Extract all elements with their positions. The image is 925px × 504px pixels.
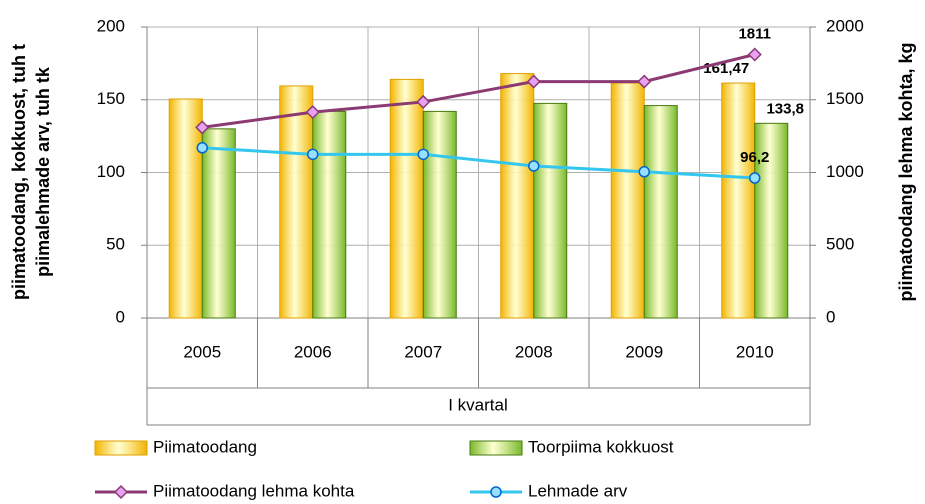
y2-tick-label: 2000 bbox=[826, 16, 864, 35]
bar bbox=[389, 78, 424, 319]
marker bbox=[417, 148, 429, 161]
marker bbox=[307, 148, 319, 161]
x-axis-title: I kvartal bbox=[448, 395, 508, 414]
y-tick-label: 50 bbox=[106, 235, 125, 254]
y-axis-title: piimalehmade arv, tuh tk bbox=[33, 66, 53, 277]
x-tick-label: 2008 bbox=[515, 342, 553, 361]
y-tick-label: 200 bbox=[97, 16, 125, 35]
y2-tick-label: 500 bbox=[826, 235, 854, 254]
y2-axis-title: piimatoodang lehma kohta, kg bbox=[896, 42, 916, 301]
value-label: 96,2 bbox=[740, 149, 769, 166]
y2-tick-label: 0 bbox=[826, 307, 835, 326]
bar bbox=[721, 82, 756, 319]
legend-label: Toorpiima kokkuost bbox=[528, 437, 674, 456]
bar bbox=[279, 85, 314, 319]
bar bbox=[533, 102, 568, 319]
bar bbox=[201, 128, 236, 319]
marker bbox=[637, 74, 652, 89]
y-tick-label: 0 bbox=[116, 307, 125, 326]
y-tick-label: 100 bbox=[97, 162, 125, 181]
legend-label: Lehmade arv bbox=[528, 481, 628, 500]
legend-swatch bbox=[94, 440, 148, 456]
marker bbox=[749, 172, 761, 184]
marker bbox=[196, 142, 208, 154]
x-tick-label: 2006 bbox=[294, 342, 332, 361]
bar bbox=[754, 122, 789, 319]
marker bbox=[528, 160, 540, 172]
bar bbox=[610, 82, 645, 319]
legend-marker bbox=[490, 486, 502, 498]
x-tick-label: 2007 bbox=[404, 342, 442, 361]
x-tick-label: 2010 bbox=[736, 342, 774, 361]
bar bbox=[168, 98, 203, 319]
bar bbox=[500, 73, 535, 319]
marker bbox=[195, 120, 210, 135]
marker bbox=[638, 166, 650, 178]
legend-label: Piimatoodang bbox=[153, 437, 257, 456]
x-tick-label: 2009 bbox=[625, 342, 663, 361]
legend-label: Piimatoodang lehma kohta bbox=[153, 481, 355, 500]
value-label: 133,8 bbox=[766, 100, 804, 117]
y2-tick-label: 1500 bbox=[826, 89, 864, 108]
legend-marker bbox=[113, 484, 129, 500]
value-label: 1811 bbox=[738, 25, 771, 42]
bar bbox=[643, 105, 678, 319]
marker bbox=[305, 105, 320, 120]
bar bbox=[312, 110, 347, 319]
line bbox=[202, 53, 756, 129]
marker bbox=[747, 47, 762, 62]
y2-tick-label: 1000 bbox=[826, 162, 864, 181]
y-axis-title: piimatoodang, kokkuost, tuh t bbox=[9, 44, 29, 300]
y-tick-label: 150 bbox=[97, 89, 125, 108]
x-tick-label: 2005 bbox=[183, 342, 221, 361]
line bbox=[202, 146, 755, 180]
marker bbox=[416, 94, 431, 109]
marker bbox=[526, 74, 541, 89]
legend-swatch bbox=[469, 440, 523, 456]
bar bbox=[422, 110, 457, 319]
